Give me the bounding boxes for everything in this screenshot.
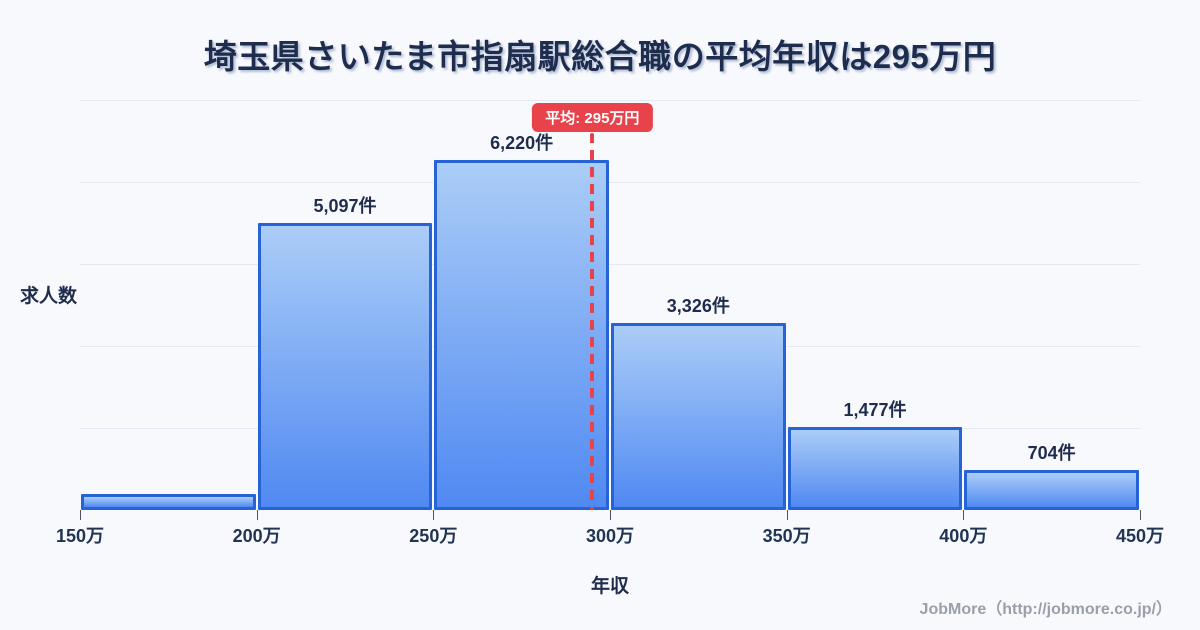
x-axis-label: 年収 [590, 576, 629, 597]
x-axis-tick [433, 510, 435, 520]
y-axis-label: 求人数 [20, 286, 78, 307]
gridline [80, 182, 1140, 183]
gridline [80, 428, 1140, 429]
average-line [590, 133, 595, 510]
gridline [80, 346, 1140, 347]
x-axis-tick-label: 450万 [1115, 526, 1165, 546]
histogram-bar [81, 494, 256, 510]
x-axis-tick-label: 200万 [232, 526, 281, 546]
histogram-bar [257, 223, 433, 510]
gridline [80, 264, 1140, 265]
bar-value-label: 3,326件 [666, 296, 730, 316]
x-axis-tick-label: 400万 [939, 526, 988, 546]
x-axis-tick [1140, 510, 1141, 520]
x-axis-tick-label: 350万 [762, 526, 811, 546]
x-axis-tick-label: 250万 [409, 526, 458, 546]
bar-value-label: 5,097件 [313, 196, 377, 216]
gridline [80, 100, 1140, 101]
x-axis-tick [80, 510, 81, 520]
x-axis-tick-label: 300万 [585, 526, 635, 546]
footer-credit: JobMore（http://jobmore.co.jp/） [919, 601, 1172, 618]
bar-value-label: 704件 [1027, 443, 1076, 463]
x-axis-tick [610, 510, 611, 520]
average-badge: 平均: 295万円 [532, 103, 653, 132]
bar-value-label: 1,477件 [843, 400, 907, 420]
histogram-bar [964, 470, 1139, 510]
x-axis-tick [256, 510, 258, 520]
histogram-bar [611, 323, 786, 510]
x-axis-tick-label: 150万 [55, 526, 105, 546]
histogram-bar [434, 160, 609, 510]
bar-value-label: 6,220件 [490, 133, 554, 153]
x-axis-tick [786, 510, 788, 520]
histogram-bar [787, 427, 963, 510]
chart-title: 埼玉県さいたま市指扇駅総合職の平均年収は295万円 [203, 38, 997, 75]
x-axis-tick [963, 510, 965, 520]
